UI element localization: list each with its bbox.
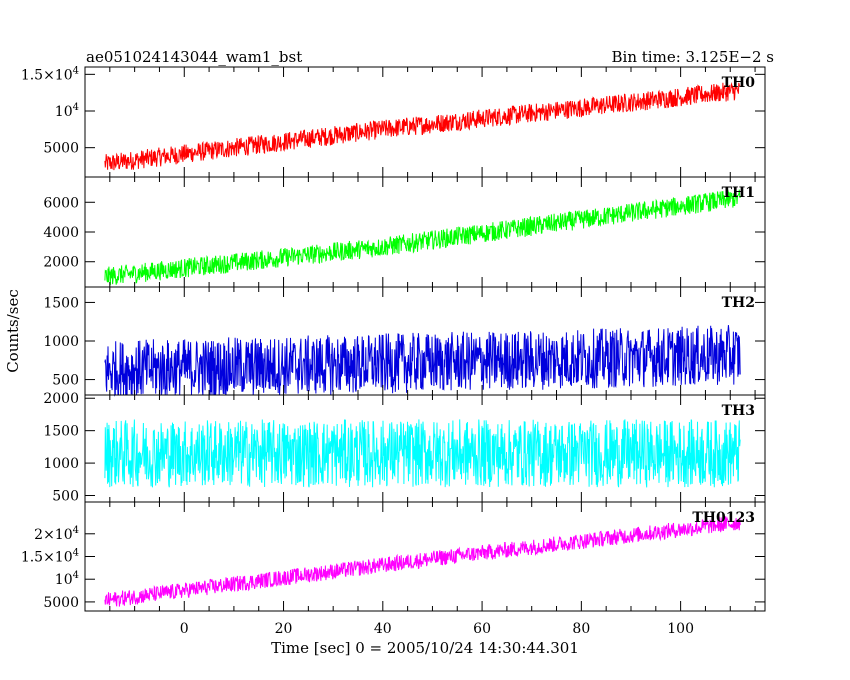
y-tick-label: 104 (55, 102, 79, 120)
x-tick-label: 0 (180, 621, 189, 637)
y-tick-label: 6000 (43, 195, 79, 211)
series-label: TH0 (722, 75, 756, 91)
series-label: TH0123 (692, 510, 755, 526)
series-label: TH2 (722, 295, 755, 311)
panel-frame (84, 176, 766, 288)
y-tick-label: 5000 (43, 141, 79, 157)
y-tick-label: 1000 (43, 456, 79, 472)
y-tick-label: 1.5×104 (21, 548, 79, 566)
x-tick-label: 80 (572, 621, 590, 637)
y-tick-label: 1500 (43, 424, 79, 440)
y-tick-label: 4000 (43, 225, 79, 241)
y-tick-label: 104 (55, 570, 79, 588)
x-tick-label: 100 (667, 621, 694, 637)
series-line (104, 189, 741, 286)
panels-group: 50001041.5×104TH0200040006000TH150010001… (21, 65, 766, 637)
series-line (104, 419, 741, 488)
x-axis-label: Time [sec] 0 = 2005/10/24 14:30:44.301 (271, 639, 579, 657)
y-tick-label: 2×104 (34, 525, 79, 543)
series-line (104, 325, 741, 397)
y-tick-label: 2000 (43, 255, 79, 271)
series-label: TH3 (722, 403, 755, 419)
y-tick-label: 1500 (43, 295, 79, 311)
bin-time-label: Bin time: 3.125E−2 s (612, 48, 774, 66)
panel-frame (84, 66, 766, 178)
x-tick-label: 20 (275, 621, 293, 637)
x-tick-label: 60 (473, 621, 491, 637)
y-tick-label: 5000 (43, 595, 79, 611)
x-tick-label: 40 (374, 621, 392, 637)
series-line (104, 82, 741, 171)
chart-title: ae051024143044_wam1_bst (86, 48, 302, 66)
y-tick-label: 2000 (43, 391, 79, 407)
y-tick-label: 500 (52, 489, 79, 505)
y-axis-label: Counts/sec (4, 289, 22, 373)
y-tick-label: 500 (52, 373, 79, 389)
y-tick-label: 1.5×104 (21, 65, 79, 83)
y-tick-label: 1000 (43, 334, 79, 350)
series-label: TH1 (722, 185, 755, 201)
series-line (104, 516, 741, 607)
